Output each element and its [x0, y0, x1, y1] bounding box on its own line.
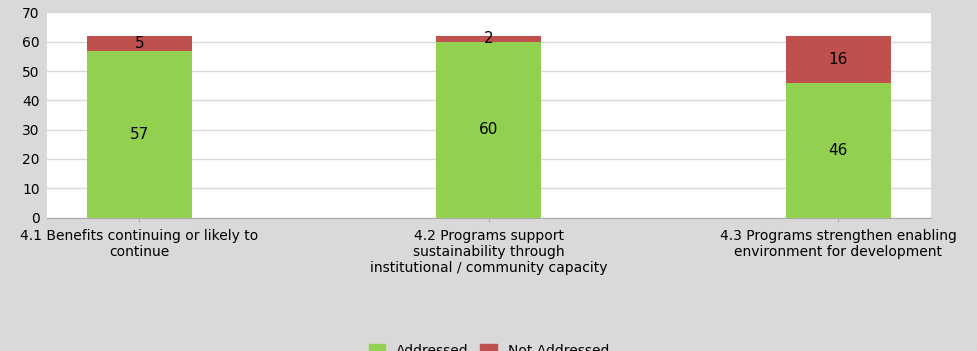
Bar [87, 36, 191, 51]
Bar [786, 36, 891, 83]
Text: 57: 57 [130, 127, 149, 141]
Bar [437, 42, 541, 218]
Text: 60: 60 [479, 122, 498, 137]
Text: 5: 5 [135, 36, 145, 51]
Text: 2: 2 [484, 31, 493, 46]
Bar [786, 83, 891, 218]
Bar [87, 51, 191, 218]
Legend: Addressed, Not Addressed: Addressed, Not Addressed [368, 344, 610, 351]
Text: 16: 16 [828, 52, 848, 67]
Bar [437, 36, 541, 42]
Text: 46: 46 [828, 143, 848, 158]
